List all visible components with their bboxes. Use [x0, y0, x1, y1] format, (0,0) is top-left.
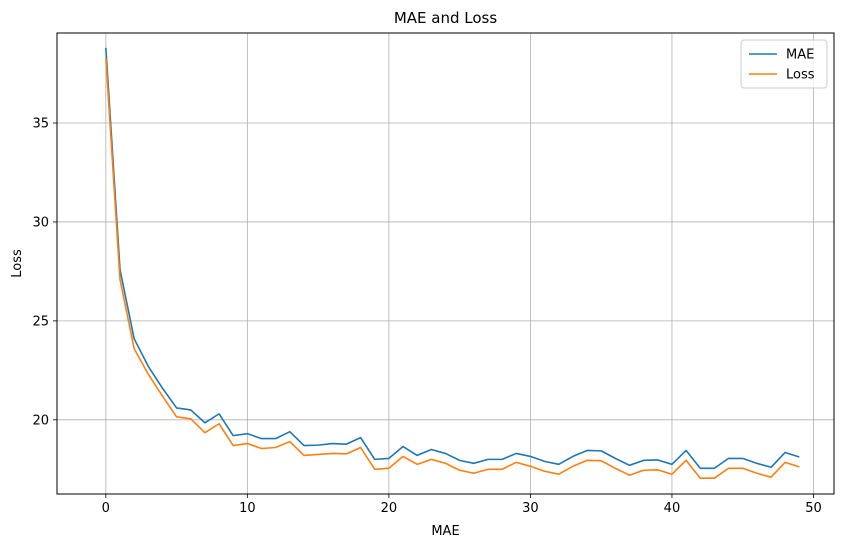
series-lines [105, 47, 800, 479]
x-tick-label: 10 [239, 501, 256, 516]
y-tick-label: 30 [32, 215, 49, 230]
legend-label-loss: Loss [786, 68, 815, 83]
x-tick-label: 50 [805, 501, 822, 516]
x-tick-label: 20 [381, 501, 398, 516]
plot-area-frame [56, 32, 835, 495]
y-tick-label: 35 [32, 117, 49, 132]
grid [57, 33, 834, 494]
series-line-loss [105, 57, 800, 479]
x-axis-title: MAE [431, 524, 459, 539]
y-tick-label: 25 [32, 314, 49, 329]
axis-ticks: 0 10 20 30 40 50 20 25 30 35 [32, 117, 821, 516]
x-tick-label: 0 [102, 501, 110, 516]
legend-box [740, 39, 828, 89]
chart-title: MAE and Loss [394, 9, 498, 27]
y-tick-label: 20 [32, 413, 49, 428]
y-axis-title: Loss [10, 249, 25, 278]
x-tick-label: 30 [522, 501, 539, 516]
series-line-mae [105, 47, 800, 470]
legend: MAE Loss [740, 39, 828, 89]
legend-label-mae: MAE [786, 48, 814, 63]
x-tick-label: 40 [664, 501, 681, 516]
